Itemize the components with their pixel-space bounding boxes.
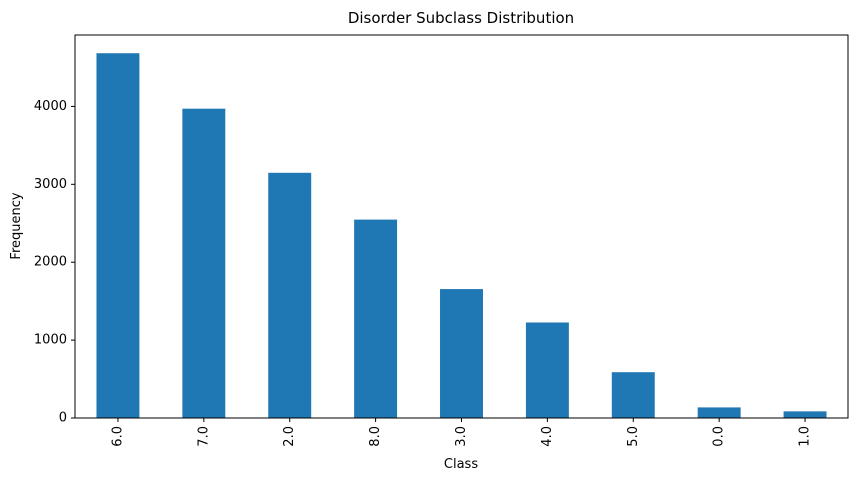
bar-0.0: [697, 407, 741, 418]
bar-2.0: [268, 172, 312, 418]
bar-8.0: [354, 219, 398, 418]
x-tick-label: 7.0: [196, 426, 211, 447]
bar-4.0: [525, 322, 569, 418]
x-tick-label: 4.0: [540, 426, 555, 447]
x-axis-ticks: 6.0 7.0 2.0 8.0 3.0 4.0 5.0 0.0 1.0: [110, 418, 813, 447]
x-tick-label: 5.0: [626, 426, 641, 447]
x-tick-label: 1.0: [798, 426, 813, 447]
bar-3.0: [440, 289, 483, 418]
y-tick-label: 0: [59, 411, 67, 426]
bar-5.0: [611, 372, 655, 418]
x-tick-label: 6.0: [110, 426, 125, 447]
bar-1.0: [783, 411, 827, 418]
x-tick-label: 2.0: [282, 426, 297, 447]
y-tick-label: 3000: [34, 177, 67, 192]
bars-group: [96, 53, 827, 419]
x-tick-label: 0.0: [712, 426, 727, 447]
y-axis-ticks: 0 1000 2000 3000 4000: [34, 99, 75, 426]
bar-6.0: [96, 53, 140, 419]
bar-7.0: [182, 108, 226, 418]
x-tick-label: 3.0: [454, 426, 469, 447]
x-axis-label: Class: [444, 457, 478, 472]
x-tick-label: 8.0: [368, 426, 383, 447]
y-axis-label: Frequency: [9, 192, 24, 259]
chart-title: Disorder Subclass Distribution: [348, 9, 574, 27]
y-tick-label: 1000: [34, 333, 67, 348]
y-tick-label: 4000: [34, 99, 67, 114]
y-tick-label: 2000: [34, 255, 67, 270]
plot-frame: [74, 34, 849, 419]
